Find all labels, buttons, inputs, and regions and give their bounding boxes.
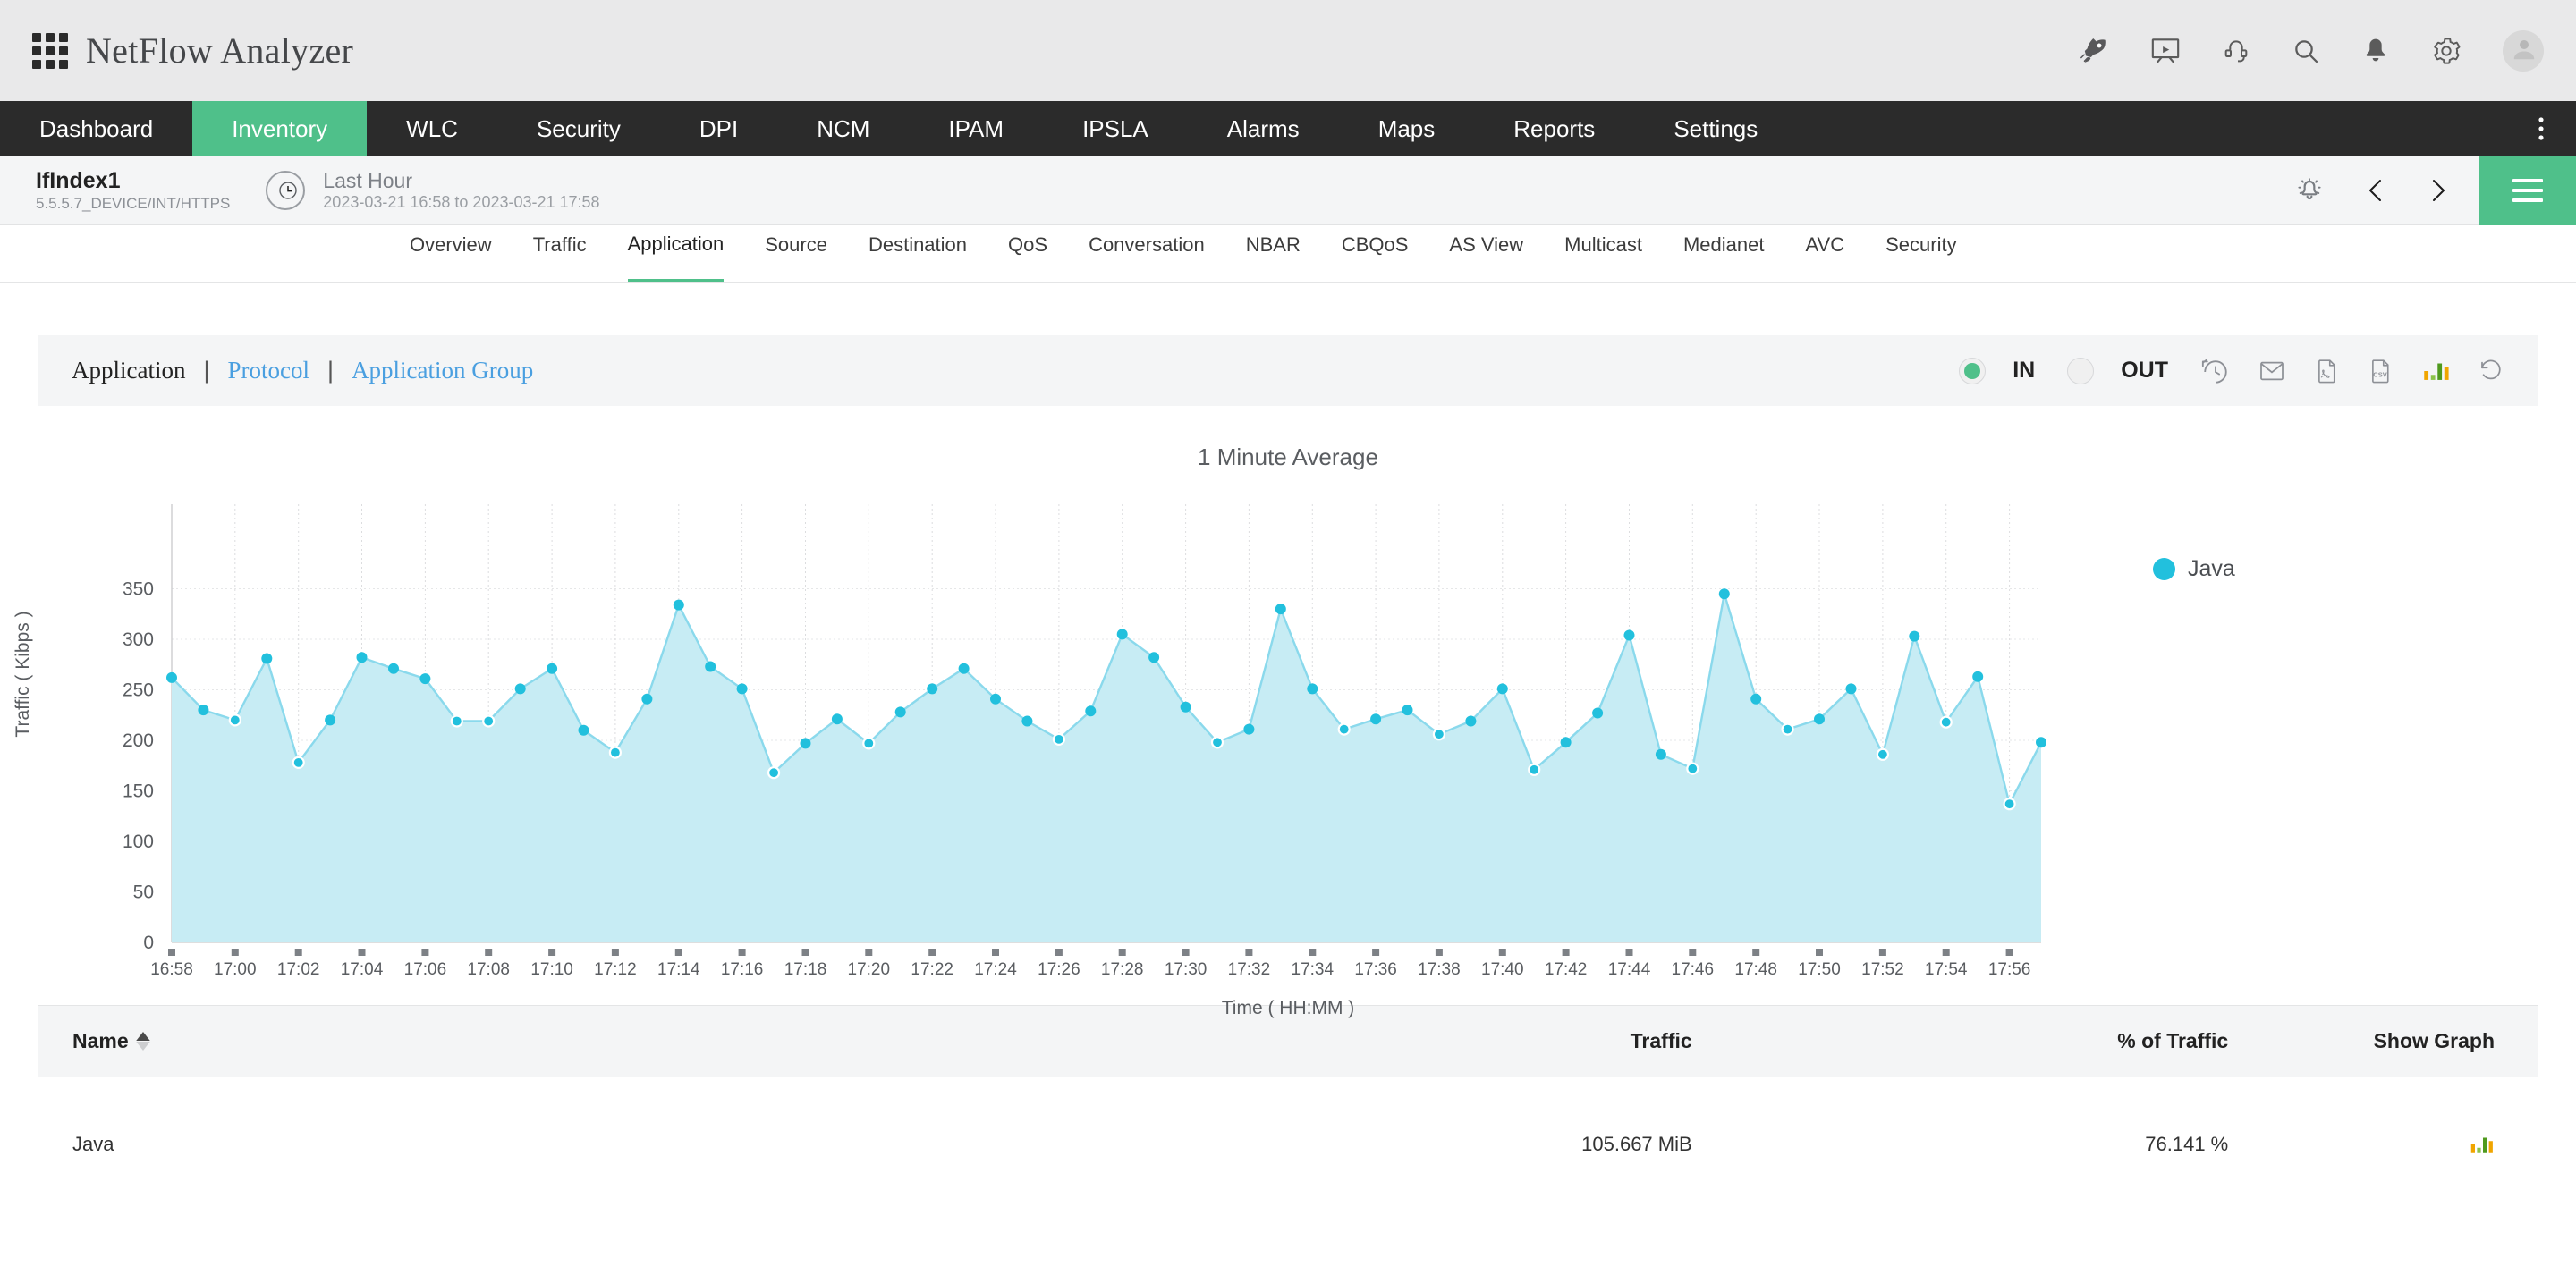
- svg-text:17:32: 17:32: [1228, 960, 1271, 979]
- svg-text:17:52: 17:52: [1861, 960, 1904, 979]
- svg-text:17:00: 17:00: [214, 960, 257, 979]
- svg-text:17:30: 17:30: [1165, 960, 1208, 979]
- svg-text:17:06: 17:06: [404, 960, 447, 979]
- svg-text:17:48: 17:48: [1734, 960, 1777, 979]
- svg-text:17:36: 17:36: [1354, 960, 1397, 979]
- svg-text:350: 350: [123, 579, 154, 600]
- svg-text:17:26: 17:26: [1038, 960, 1080, 979]
- svg-text:16:58: 16:58: [150, 960, 193, 979]
- svg-text:17:54: 17:54: [1925, 960, 1968, 979]
- svg-text:17:22: 17:22: [911, 960, 953, 979]
- svg-text:17:40: 17:40: [1481, 960, 1524, 979]
- svg-text:150: 150: [123, 781, 154, 802]
- svg-text:17:50: 17:50: [1798, 960, 1841, 979]
- svg-text:100: 100: [123, 832, 154, 852]
- svg-text:200: 200: [123, 730, 154, 751]
- svg-text:17:34: 17:34: [1292, 960, 1335, 979]
- svg-text:17:12: 17:12: [594, 960, 637, 979]
- svg-text:17:04: 17:04: [341, 960, 384, 979]
- svg-text:17:20: 17:20: [848, 960, 891, 979]
- svg-text:17:44: 17:44: [1608, 960, 1651, 979]
- svg-text:17:46: 17:46: [1672, 960, 1715, 979]
- svg-text:50: 50: [133, 882, 154, 903]
- svg-text:17:14: 17:14: [657, 960, 700, 979]
- svg-text:17:56: 17:56: [1988, 960, 2031, 979]
- svg-text:17:18: 17:18: [784, 960, 827, 979]
- svg-text:300: 300: [123, 629, 154, 650]
- svg-text:0: 0: [143, 933, 154, 953]
- svg-text:17:08: 17:08: [467, 960, 510, 979]
- svg-text:17:42: 17:42: [1545, 960, 1588, 979]
- svg-text:17:02: 17:02: [277, 960, 320, 979]
- svg-text:17:24: 17:24: [974, 960, 1017, 979]
- svg-text:250: 250: [123, 680, 154, 701]
- svg-text:17:38: 17:38: [1418, 960, 1461, 979]
- svg-text:17:28: 17:28: [1101, 960, 1144, 979]
- svg-text:CSV: CSV: [2373, 370, 2386, 378]
- svg-text:17:16: 17:16: [721, 960, 764, 979]
- svg-text:17:10: 17:10: [530, 960, 573, 979]
